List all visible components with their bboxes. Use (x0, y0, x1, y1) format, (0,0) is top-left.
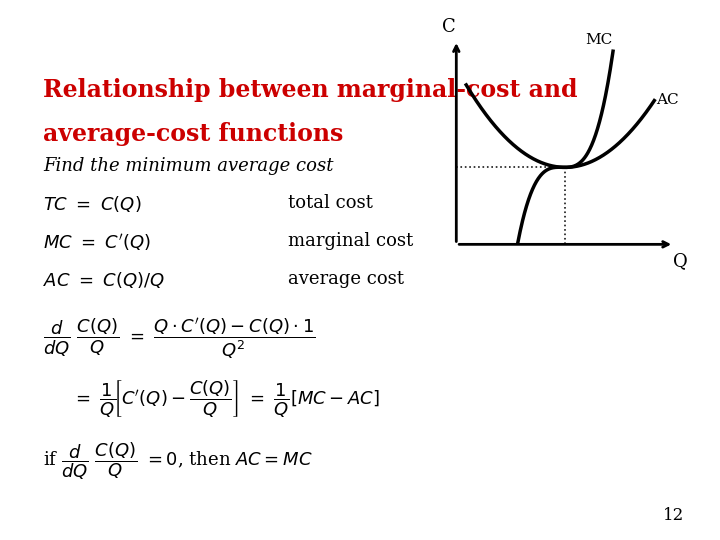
Text: average cost: average cost (288, 270, 404, 288)
Text: if $\dfrac{d}{dQ}\ \dfrac{C(Q)}{Q}\ = 0$, then $AC = MC$: if $\dfrac{d}{dQ}\ \dfrac{C(Q)}{Q}\ = 0$… (43, 440, 312, 482)
Text: $AC\ =\ C(Q)/Q$: $AC\ =\ C(Q)/Q$ (43, 270, 165, 290)
Text: average-cost functions: average-cost functions (43, 122, 343, 145)
Text: AC: AC (657, 93, 679, 107)
Text: Relationship between marginal-cost and: Relationship between marginal-cost and (43, 78, 577, 102)
Text: C: C (442, 18, 456, 36)
Text: $TC\ =\ C(Q)$: $TC\ =\ C(Q)$ (43, 194, 142, 214)
Text: marginal cost: marginal cost (288, 232, 413, 250)
Text: Q: Q (672, 252, 688, 270)
Text: Find the minimum average cost: Find the minimum average cost (43, 157, 333, 174)
Text: $\dfrac{d}{dQ}\ \dfrac{C(Q)}{Q}\ =\ \dfrac{Q \cdot C'(Q) - C(Q) \cdot 1}{Q^2}$: $\dfrac{d}{dQ}\ \dfrac{C(Q)}{Q}\ =\ \dfr… (43, 316, 315, 361)
Text: MC: MC (585, 33, 613, 47)
Text: total cost: total cost (288, 194, 373, 212)
Text: $MC\ =\ C'(Q)$: $MC\ =\ C'(Q)$ (43, 232, 151, 253)
Text: 12: 12 (662, 507, 684, 524)
Text: $=\ \dfrac{1}{Q}\!\left[C'(Q) - \dfrac{C(Q)}{Q}\right]\ =\ \dfrac{1}{Q}\left[MC : $=\ \dfrac{1}{Q}\!\left[C'(Q) - \dfrac{C… (72, 378, 379, 419)
